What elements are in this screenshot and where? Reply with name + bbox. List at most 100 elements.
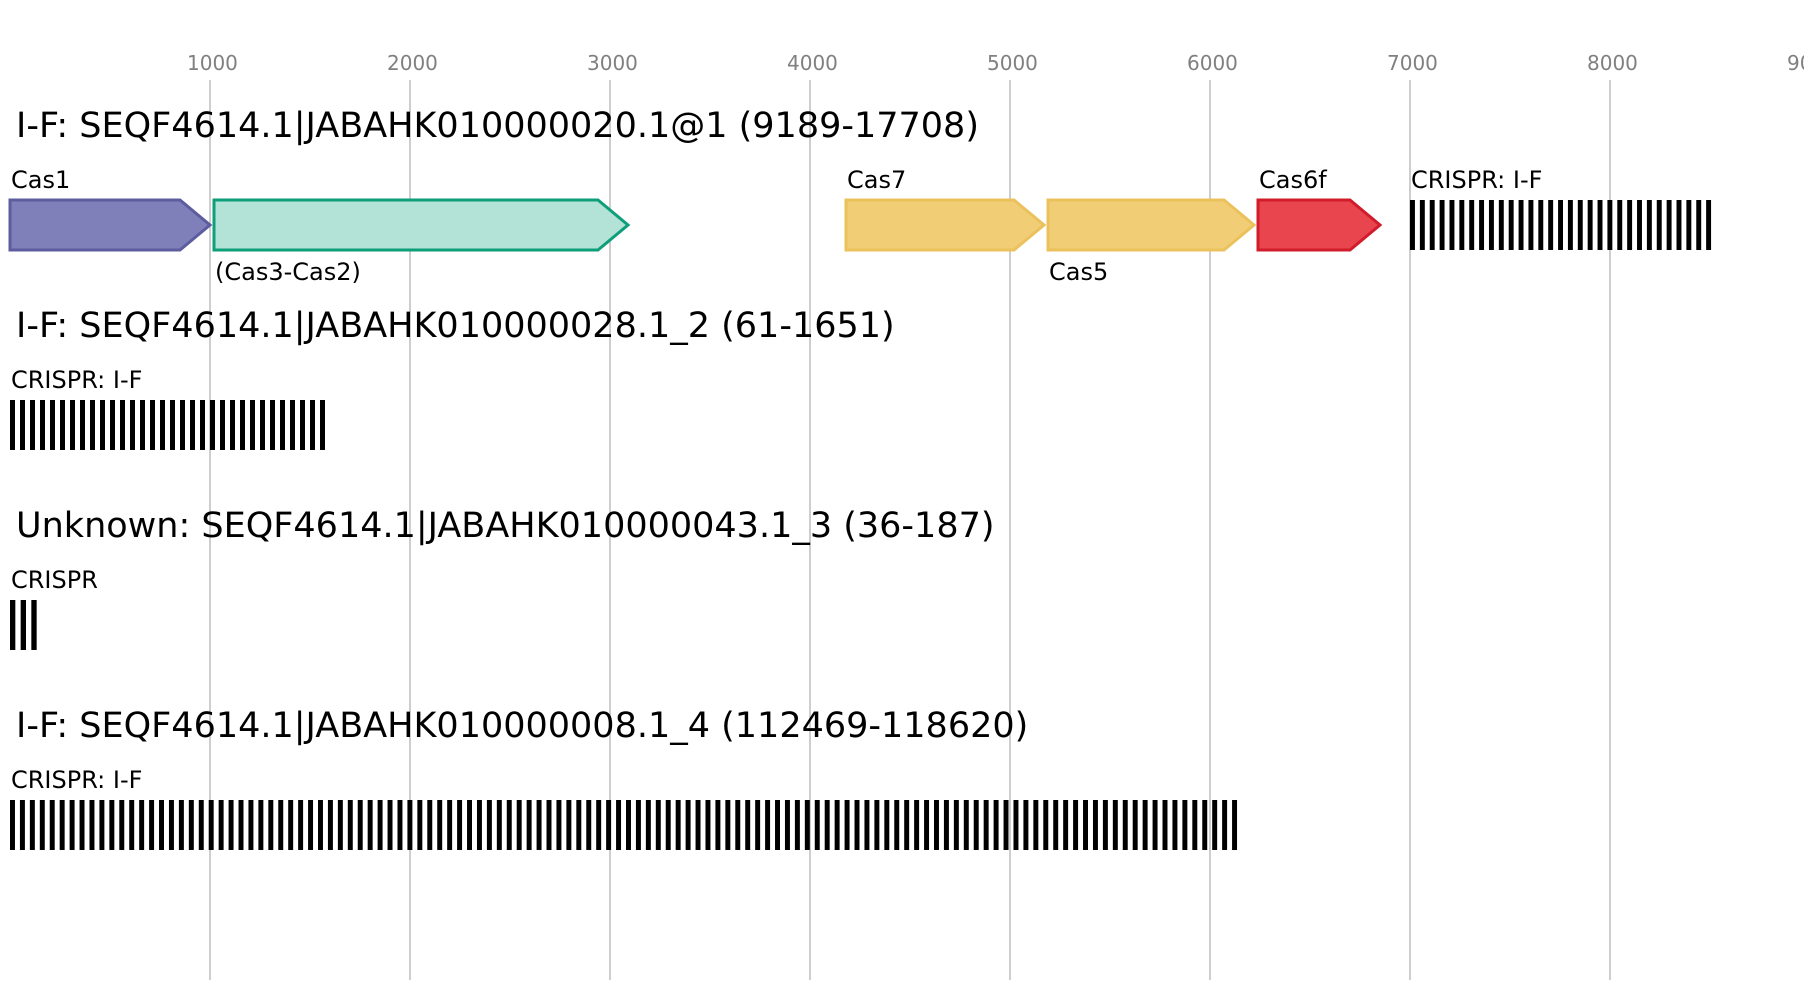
crispr-repeat: [327, 800, 333, 850]
crispr-repeat: [1033, 800, 1039, 850]
crispr-repeat: [884, 800, 890, 850]
crispr-repeat: [1172, 800, 1178, 850]
crispr-repeat: [220, 400, 225, 450]
crispr-repeat: [1222, 800, 1228, 850]
crispr-repeat: [536, 800, 542, 850]
crispr-repeat: [616, 800, 622, 850]
gene-cas6f-arrow: [1256, 198, 1383, 252]
crispr-repeat: [1073, 800, 1079, 850]
crispr-repeat: [160, 400, 165, 450]
crispr-repeat: [228, 800, 234, 850]
crispr-repeat: [1587, 200, 1593, 250]
crispr-repeat: [19, 800, 25, 850]
crispr-repeat: [685, 800, 691, 850]
crispr-repeat: [178, 800, 184, 850]
crispr-repeat: [874, 800, 880, 850]
crispr-repeat: [1410, 200, 1415, 250]
locus-title: I-F: SEQF4614.1|JABAHK010000008.1_4 (112…: [16, 706, 1028, 746]
crispr-repeat: [39, 800, 45, 850]
crispr-repeat: [675, 800, 681, 850]
crispr-repeat: [1666, 200, 1672, 250]
crispr-repeat: [516, 800, 522, 850]
locus-track: I-F: SEQF4614.1|JABAHK010000020.1@1 (918…: [8, 106, 1712, 286]
crispr-repeat: [437, 800, 443, 850]
crispr-repeat: [337, 800, 343, 850]
crispr-repeat: [1607, 200, 1613, 250]
crispr-repeat: [80, 400, 85, 450]
crispr-repeat: [308, 800, 314, 850]
crispr-repeat: [496, 800, 502, 850]
gene-cas3-cas2-arrow: [212, 198, 631, 252]
crispr-repeat: [1023, 800, 1029, 850]
crispr-repeat: [417, 800, 423, 850]
crispr-repeat: [168, 800, 174, 850]
crispr-repeat: [1488, 200, 1494, 250]
crispr-repeat: [288, 800, 294, 850]
crispr-repeat: [1083, 800, 1088, 850]
locus-title: I-F: SEQF4614.1|JABAHK010000028.1_2 (61-…: [16, 306, 895, 346]
crispr-repeat: [1528, 200, 1534, 250]
crispr-repeat: [606, 800, 612, 850]
crispr-repeat: [447, 800, 453, 850]
crispr-repeat: [1459, 200, 1465, 250]
gene-cas7-arrow: [844, 198, 1047, 252]
tick-label: 3000: [587, 51, 638, 75]
locus-track: I-F: SEQF4614.1|JABAHK010000028.1_2 (61-…: [10, 306, 895, 450]
crispr-repeat: [367, 800, 373, 850]
crispr-repeat: [1567, 200, 1573, 250]
crispr-repeat: [159, 800, 164, 850]
crispr-repeat: [10, 600, 16, 650]
crispr-repeat: [586, 800, 592, 850]
crispr-repeat: [60, 400, 65, 450]
crispr-repeat: [973, 800, 979, 850]
crispr-repeat: [904, 800, 910, 850]
crispr-array: [1410, 200, 1712, 250]
crispr-repeat: [427, 800, 433, 850]
crispr-repeat: [129, 800, 135, 850]
crispr-repeat: [645, 800, 651, 850]
crispr-repeat: [1548, 200, 1554, 250]
tick-label: 5000: [987, 51, 1038, 75]
crispr-array-label: CRISPR: I-F: [11, 766, 142, 794]
crispr-repeat: [357, 800, 363, 850]
crispr-repeat: [149, 800, 155, 850]
crispr-repeat: [29, 800, 35, 850]
crispr-repeat: [963, 800, 969, 850]
crispr-repeat: [79, 800, 85, 850]
crispr-repeat: [814, 800, 820, 850]
crispr-repeat: [268, 800, 274, 850]
crispr-repeat: [70, 400, 75, 450]
tick-label: 2000: [387, 51, 438, 75]
crispr-repeat: [1429, 200, 1435, 250]
crispr-repeat: [230, 400, 235, 450]
crispr-repeat: [1656, 200, 1662, 250]
crispr-array-label: CRISPR: I-F: [11, 366, 142, 394]
crispr-repeat: [1003, 800, 1009, 850]
crispr-repeat: [30, 400, 35, 450]
crispr-repeat: [854, 800, 860, 850]
crispr-repeat: [1063, 800, 1069, 850]
crispr-repeat: [566, 800, 572, 850]
crispr-repeat: [90, 400, 95, 450]
locus-track: I-F: SEQF4614.1|JABAHK010000008.1_4 (112…: [10, 706, 1238, 850]
tick-label: 6000: [1187, 51, 1238, 75]
crispr-repeat: [457, 800, 463, 850]
crispr-repeat: [1439, 200, 1445, 250]
gene-cas1-label: Cas1: [11, 166, 70, 194]
tick-label: 4000: [787, 51, 838, 75]
crispr-repeat: [20, 400, 25, 450]
crispr-repeat: [170, 400, 175, 450]
crispr-repeat: [1597, 200, 1603, 250]
crispr-repeat: [914, 800, 920, 850]
crispr-repeat: [953, 800, 959, 850]
crispr-repeat: [1637, 200, 1642, 250]
crispr-repeat: [755, 800, 761, 850]
crispr-repeat: [1508, 200, 1514, 250]
crispr-array: [10, 400, 325, 450]
crispr-repeat: [844, 800, 850, 850]
crispr-repeat: [626, 800, 631, 850]
crispr-repeat: [824, 800, 830, 850]
tick-label: 7000: [1387, 51, 1438, 75]
crispr-repeat: [139, 800, 145, 850]
